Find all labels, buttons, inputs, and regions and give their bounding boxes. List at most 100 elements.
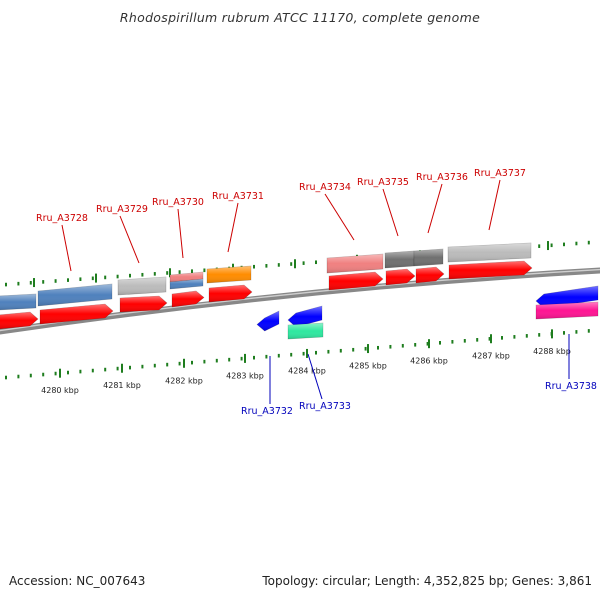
- cds-reverse-arrow[interactable]: [287, 305, 323, 328]
- gene-bar[interactable]: [384, 250, 415, 269]
- minor-tick: [525, 334, 528, 338]
- genome-title: Rhodospirillum rubrum ATCC 11170, comple…: [119, 10, 481, 25]
- minor-tick: [587, 240, 590, 245]
- gene-features: [0, 242, 599, 340]
- gene-label[interactable]: Rru_A3738: [545, 334, 597, 392]
- minor-tick: [178, 270, 181, 274]
- minor-tick: [439, 341, 441, 345]
- tick-marks: 4280 kbp 4281 kbp 4282 kbp 4283 kbp 4284 kbp…: [5, 240, 590, 395]
- cds-forward-arrow[interactable]: [0, 311, 39, 330]
- minor-tick: [377, 345, 379, 350]
- minor-tick: [203, 268, 206, 273]
- minor-tick: [389, 344, 392, 349]
- major-tick: [244, 353, 246, 363]
- gene-label[interactable]: Rru_A3735: [357, 177, 409, 237]
- svg-text:Rru_A3730: Rru_A3730: [152, 197, 204, 208]
- cds-forward-arrow[interactable]: [415, 266, 445, 284]
- minor-tick: [290, 262, 293, 266]
- minor-tick: [54, 279, 57, 283]
- cds-forward-arrow[interactable]: [39, 303, 114, 325]
- minor-tick: [426, 341, 429, 346]
- minor-tick: [129, 365, 131, 370]
- gene-bar[interactable]: [206, 265, 252, 284]
- minor-tick: [215, 358, 218, 363]
- minor-tick: [178, 361, 181, 366]
- tick-label: 4283 kbp: [226, 371, 264, 380]
- minor-tick: [513, 335, 516, 339]
- minor-tick: [54, 371, 57, 376]
- svg-text:Rru_A3728: Rru_A3728: [36, 213, 88, 224]
- gene-label[interactable]: Rru_A3732: [241, 356, 293, 417]
- tick-label: 4288 kbp: [533, 347, 571, 356]
- svg-text:Rru_A3729: Rru_A3729: [96, 204, 148, 215]
- gene-bar[interactable]: [287, 322, 324, 340]
- gene-label[interactable]: Rru_A3730: [152, 197, 204, 259]
- gene-bar[interactable]: [447, 242, 532, 263]
- gene-bar[interactable]: [37, 283, 113, 307]
- gene-bar[interactable]: [169, 278, 204, 290]
- gene-bar[interactable]: [117, 276, 167, 296]
- gene-label[interactable]: Rru_A3737: [474, 168, 526, 231]
- tick-label: 4285 kbp: [349, 362, 387, 371]
- gene-bar[interactable]: [413, 248, 444, 267]
- major-tick: [95, 273, 97, 283]
- minor-tick: [104, 367, 107, 372]
- minor-tick: [463, 339, 466, 343]
- minor-tick: [191, 360, 193, 365]
- minor-tick: [166, 271, 169, 275]
- gene-label[interactable]: Rru_A3734: [299, 182, 355, 241]
- minor-tick: [538, 333, 541, 337]
- minor-tick: [17, 281, 20, 286]
- svg-text:Rru_A3736: Rru_A3736: [416, 172, 468, 183]
- gene-label[interactable]: Rru_A3733: [299, 353, 351, 412]
- gene-bar[interactable]: [326, 253, 384, 274]
- minor-tick: [153, 363, 156, 368]
- minor-tick: [277, 263, 280, 267]
- minor-tick: [116, 274, 119, 279]
- svg-text:Rru_A3738: Rru_A3738: [545, 381, 597, 392]
- svg-text:Rru_A3732: Rru_A3732: [241, 406, 293, 417]
- genome-backbone: [0, 267, 600, 335]
- minor-tick: [550, 243, 553, 248]
- minor-tick: [315, 350, 317, 355]
- major-tick: [306, 348, 308, 358]
- minor-tick: [253, 264, 255, 269]
- minor-tick: [79, 277, 82, 282]
- minor-tick: [129, 273, 131, 278]
- cds-reverse-arrow[interactable]: [256, 310, 280, 332]
- minor-tick: [575, 241, 578, 246]
- minor-tick: [42, 372, 45, 377]
- major-tick: [121, 363, 123, 373]
- minor-tick: [29, 373, 32, 378]
- cds-forward-arrow[interactable]: [385, 268, 416, 286]
- cds-forward-arrow[interactable]: [448, 260, 533, 280]
- gene-labels: Rru_A3728 Rru_A3729 Rru_A3730 Rru_A3731 Rru_…: [36, 168, 597, 417]
- gene-bar[interactable]: [535, 301, 599, 320]
- gene-label[interactable]: Rru_A3736: [416, 172, 468, 234]
- minor-tick: [116, 366, 119, 371]
- minor-tick: [166, 362, 169, 367]
- gene-label[interactable]: Rru_A3731: [212, 191, 264, 253]
- cds-forward-arrow[interactable]: [171, 290, 205, 308]
- gene-bar[interactable]: [0, 293, 37, 311]
- tick-label: 4281 kbp: [103, 381, 141, 390]
- minor-tick: [153, 272, 156, 276]
- cds-forward-arrow[interactable]: [208, 284, 253, 303]
- topology-text: Topology: circular; Length: 4,352,825 bp…: [262, 574, 592, 588]
- gene-label[interactable]: Rru_A3729: [96, 204, 148, 264]
- minor-tick: [104, 275, 107, 280]
- gene-label[interactable]: Rru_A3728: [36, 213, 88, 272]
- major-tick: [169, 268, 171, 278]
- cds-forward-arrow[interactable]: [328, 271, 384, 291]
- minor-tick: [575, 330, 578, 334]
- minor-tick: [327, 349, 330, 354]
- major-tick: [294, 259, 296, 269]
- minor-tick: [352, 347, 355, 352]
- minor-tick: [302, 351, 305, 356]
- major-tick: [59, 368, 61, 378]
- cds-forward-arrow[interactable]: [119, 295, 168, 313]
- major-tick: [428, 339, 430, 349]
- major-tick: [33, 278, 35, 288]
- minor-tick: [364, 346, 367, 351]
